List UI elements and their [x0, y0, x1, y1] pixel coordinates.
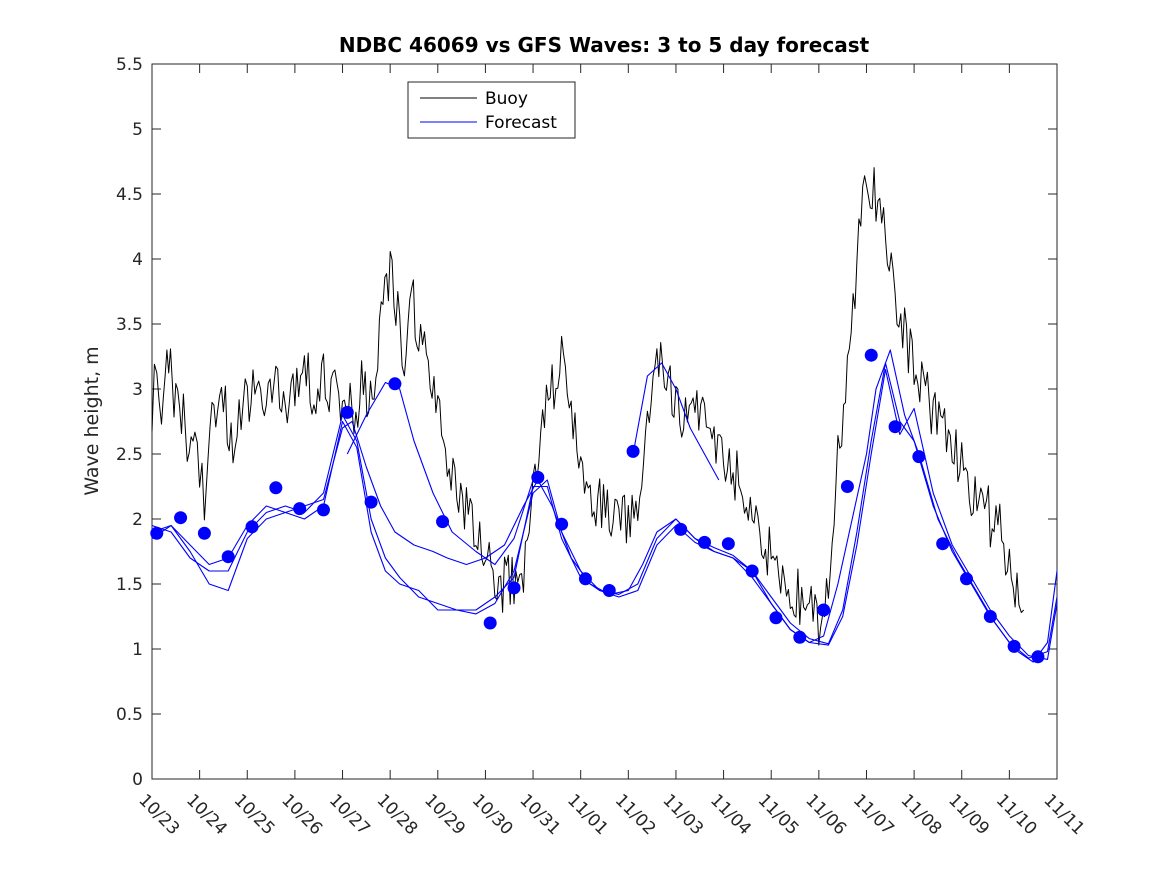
- x-tick-labels: 10/2310/2410/2510/2610/2710/2810/2910/30…: [134, 790, 1088, 839]
- x-tick-label: 10/27: [325, 790, 374, 839]
- x-tick-label: 11/04: [706, 790, 755, 839]
- forecast-marker: [983, 610, 997, 623]
- x-tick-label: 11/10: [992, 790, 1041, 839]
- x-tick-label: 11/08: [897, 790, 946, 839]
- forecast-marker: [864, 348, 878, 362]
- forecast-marker: [555, 517, 569, 531]
- x-tick-label: 10/26: [277, 790, 326, 839]
- y-tick-label: 1.5: [116, 575, 143, 595]
- plot-area: [151, 63, 1058, 780]
- legend-forecast-label: Forecast: [485, 113, 557, 133]
- forecast-marker: [721, 537, 735, 551]
- forecast-marker: [912, 450, 926, 464]
- chart-title: NDBC 46069 vs GFS Waves: 3 to 5 day fore…: [339, 33, 870, 57]
- forecast-markers: [150, 348, 1045, 664]
- forecast-marker: [674, 522, 688, 536]
- forecast-marker: [507, 581, 521, 595]
- legend-box: [407, 81, 576, 139]
- forecast-marker: [221, 550, 235, 564]
- forecast-marker: [745, 564, 759, 578]
- forecast-marker: [293, 502, 307, 516]
- x-tick-label: 10/29: [420, 790, 469, 839]
- y-tick-label: 1: [132, 640, 143, 660]
- forecast-marker: [698, 535, 712, 549]
- x-tick-label: 11/07: [849, 790, 898, 839]
- y-tick-label: 4: [132, 250, 143, 270]
- y-tick-label: 2.5: [116, 445, 143, 465]
- y-tick-label: 4.5: [116, 185, 143, 205]
- forecast-marker: [531, 470, 545, 484]
- forecast-marker: [960, 572, 973, 586]
- forecast-marker: [888, 420, 902, 434]
- y-tick-label: 0.5: [116, 705, 143, 725]
- x-tick-label: 11/03: [658, 790, 707, 839]
- x-tick-label: 10/25: [230, 790, 279, 839]
- x-tick-label: 10/30: [468, 790, 517, 839]
- legend-buoy-label: Buoy: [485, 89, 528, 109]
- y-axis-label: Wave height, m: [81, 346, 103, 495]
- y-tick-labels: 0 0.5 1 1.5 2 2.5 3 3.5 4 4.5 5 5.5: [116, 55, 143, 790]
- x-tick-label: 10/31: [516, 790, 565, 839]
- forecast-marker: [483, 616, 497, 630]
- forecast-marker: [364, 495, 378, 509]
- forecast-marker: [388, 377, 402, 391]
- legend: Buoy Forecast: [407, 81, 576, 139]
- x-tick-label: 11/02: [611, 790, 660, 839]
- forecast-marker: [316, 503, 330, 517]
- forecast-marker: [817, 603, 831, 617]
- buoy-series-line: [151, 167, 1025, 646]
- y-tick-label: 5: [132, 120, 143, 140]
- x-tick-label: 10/24: [182, 790, 231, 839]
- forecast-marker: [197, 526, 211, 540]
- forecast-segment-line-2: [632, 362, 720, 481]
- forecast-marker: [150, 526, 164, 540]
- x-tick-label: 11/06: [801, 790, 850, 839]
- forecast-marker: [626, 444, 640, 458]
- x-tick-label: 11/05: [754, 790, 803, 839]
- y-tick-label: 5.5: [116, 55, 143, 75]
- forecast-marker: [936, 537, 950, 551]
- x-tick-label: 11/09: [944, 790, 993, 839]
- forecast-marker: [245, 520, 259, 534]
- forecast-marker: [1031, 650, 1045, 664]
- forecast-marker: [436, 515, 450, 529]
- forecast-segment-line-1: [346, 381, 534, 566]
- x-tick-label: 10/28: [373, 790, 422, 839]
- forecast-marker: [578, 572, 592, 586]
- y-tick-label: 0: [132, 770, 143, 790]
- x-tick-label: 10/23: [134, 790, 183, 839]
- x-tick-label: 11/11: [1039, 790, 1088, 839]
- y-tick-label: 3.5: [116, 315, 143, 335]
- forecast-marker: [1007, 639, 1021, 653]
- forecast-marker: [769, 611, 783, 625]
- axis-ticks: [151, 63, 1058, 780]
- y-tick-label: 3: [132, 380, 143, 400]
- forecast-marker: [269, 481, 283, 495]
- x-tick-label: 11/01: [563, 790, 612, 839]
- forecast-marker: [174, 511, 188, 525]
- forecast-marker: [602, 584, 616, 597]
- forecast-marker: [340, 405, 354, 419]
- forecast-marker: [840, 480, 854, 493]
- y-tick-label: 2: [132, 510, 143, 530]
- forecast-marker: [793, 630, 807, 644]
